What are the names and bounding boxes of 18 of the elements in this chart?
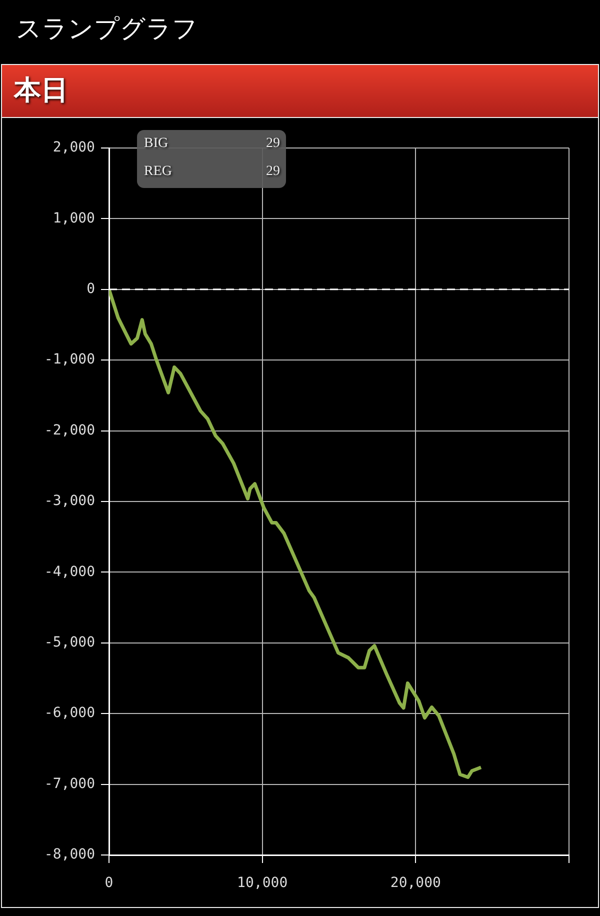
y-tick-label: 2,000 (52, 140, 95, 156)
x-tick-label: 0 (104, 875, 114, 892)
y-tick-label: -1,000 (44, 352, 95, 368)
y-tick-label: -2,000 (44, 422, 95, 438)
x-tick-label: 20,000 (390, 875, 441, 892)
y-tick-label: -6,000 (44, 705, 95, 722)
y-tick-label: -5,000 (44, 634, 95, 651)
y-tick-label: -4,000 (44, 564, 95, 580)
chart-subtitle: 本日 (2, 65, 598, 118)
y-tick-label: 1,000 (52, 210, 95, 226)
text: REG 29 (144, 164, 280, 179)
x-tick-label: 10,000 (237, 875, 288, 892)
chart-title: スランプグラフ (16, 13, 198, 45)
y-tick-label: -3,000 (44, 493, 95, 510)
text: BIG 29 (144, 136, 280, 151)
y-tick-label: -8,000 (44, 846, 95, 863)
y-tick-label: 0 (86, 281, 95, 298)
y-tick-label: -7,000 (44, 776, 95, 792)
